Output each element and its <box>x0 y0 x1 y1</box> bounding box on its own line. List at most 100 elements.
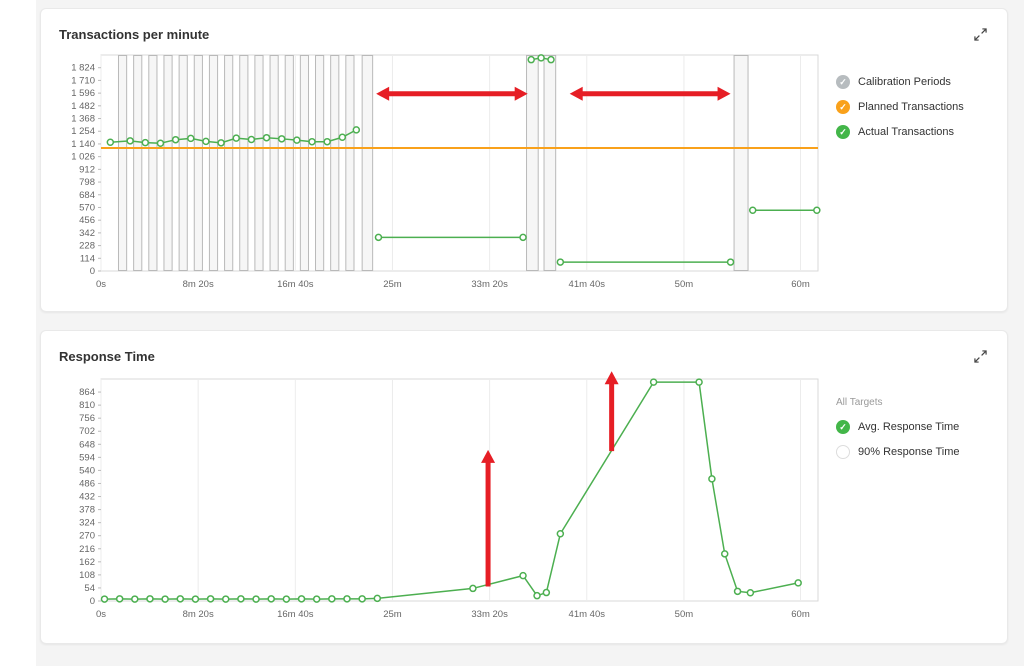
panel-response-time: Response Time 0s 8m 20s 16m 40s 25m 33m 20s 4… <box>40 330 1008 644</box>
data-point-marker <box>733 587 742 596</box>
chart-legend: ✓ Calibration Periods ✓ Planned Transaction… <box>824 47 989 150</box>
data-point-marker <box>171 135 180 144</box>
y-tick-label: 1 140 <box>71 139 95 150</box>
x-tick-label: 33m 20s <box>471 609 508 620</box>
x-tick-label: 41m 40s <box>569 279 606 290</box>
checked-circle-icon: ✓ <box>836 100 850 114</box>
data-point-marker <box>312 595 321 603</box>
legend-item[interactable]: ✓ Calibration Periods <box>836 75 989 89</box>
calibration-period-bar <box>133 55 143 271</box>
panel-body: 0s 8m 20s 16m 40s 25m 33m 20s 41m 40s 50m 60m 0 5… <box>59 369 989 637</box>
y-tick-label: 1 824 <box>71 63 95 74</box>
y-tick-label: 342 <box>79 228 95 239</box>
calibration-period-bar <box>269 55 279 271</box>
calibration-period-bar <box>224 55 234 271</box>
data-point-marker <box>556 258 565 266</box>
data-point-marker <box>247 135 256 144</box>
data-point-marker <box>252 595 260 603</box>
x-tick-label: 8m 20s <box>183 609 214 620</box>
y-tick-label: 648 <box>79 439 95 450</box>
data-point-marker <box>323 137 331 146</box>
y-tick-label: 486 <box>79 478 95 489</box>
y-tick-label: 912 <box>79 164 95 175</box>
calibration-period-bar <box>193 55 203 271</box>
arrowhead-up <box>604 371 619 385</box>
data-point-marker <box>748 206 757 215</box>
y-tick-label: 684 <box>79 190 95 201</box>
data-point-marker <box>267 595 275 603</box>
calibration-period-bar <box>239 55 249 271</box>
data-point-marker <box>469 584 477 593</box>
data-point-marker <box>338 133 347 142</box>
x-tick-label: 50m <box>675 609 694 620</box>
y-tick-label: 1 596 <box>71 88 95 99</box>
x-tick-label: 25m <box>383 279 402 290</box>
y-tick-label: 162 <box>79 557 95 568</box>
dashboard-page: Transactions per minute 0s 8m 20s 16m 40s 2… <box>36 0 1024 666</box>
legend-item[interactable]: 90% Response Time <box>836 445 989 459</box>
x-tick-label: 8m 20s <box>183 279 214 290</box>
data-point-marker <box>527 55 535 64</box>
legend-item[interactable]: ✓ Actual Transactions <box>836 125 989 139</box>
data-point-marker <box>519 233 527 242</box>
y-tick-label: 570 <box>79 202 95 213</box>
y-tick-label: 270 <box>79 531 95 542</box>
panel-title: Response Time <box>59 348 155 364</box>
data-point-marker <box>649 378 658 386</box>
arrowhead-up <box>481 449 496 463</box>
y-tick-label: 228 <box>79 241 95 252</box>
y-tick-label: 540 <box>79 465 95 476</box>
data-point-marker <box>146 595 154 603</box>
y-tick-label: 108 <box>79 570 95 581</box>
legend-item[interactable]: ✓ Avg. Response Time <box>836 420 989 434</box>
legend-item[interactable]: ✓ Planned Transactions <box>836 100 989 114</box>
y-tick-label: 54 <box>84 583 95 594</box>
arrowhead-right <box>717 86 731 101</box>
data-point-marker <box>277 135 286 143</box>
y-tick-label: 378 <box>79 505 95 516</box>
y-tick-label: 756 <box>79 413 95 424</box>
y-tick-label: 114 <box>80 253 95 264</box>
calibration-period-bar <box>315 55 325 271</box>
legend-label: Calibration Periods <box>858 76 951 88</box>
y-tick-label: 864 <box>79 387 95 398</box>
data-point-marker <box>343 595 351 603</box>
x-tick-label: 41m 40s <box>569 609 606 620</box>
data-point-marker <box>308 137 316 146</box>
data-point-marker <box>106 138 115 147</box>
panel-title: Transactions per minute <box>59 26 210 42</box>
x-tick-label: 16m 40s <box>277 609 314 620</box>
response-time-chart: 0s 8m 20s 16m 40s 25m 33m 20s 41m 40s 50m 60m 0 5… <box>79 371 819 620</box>
data-point-marker <box>556 530 565 538</box>
y-tick-label: 1 254 <box>71 126 95 137</box>
calibration-period-bar <box>254 55 264 271</box>
legend-header: All Targets <box>836 397 883 408</box>
data-point-marker <box>542 588 551 597</box>
y-tick-label: 702 <box>79 426 95 437</box>
expand-icon[interactable] <box>972 348 989 365</box>
expand-icon[interactable] <box>972 26 989 43</box>
checked-circle-icon: ✓ <box>836 75 850 89</box>
data-point-marker <box>537 54 545 62</box>
calibration-period-bar <box>543 55 557 271</box>
calibration-period-bar <box>361 55 374 271</box>
data-point-marker <box>695 378 703 386</box>
data-point-marker <box>191 595 200 603</box>
legend-label: Avg. Response Time <box>858 421 960 433</box>
data-point-marker <box>352 126 361 134</box>
y-tick-label: 1 710 <box>71 75 95 86</box>
y-tick-label: 324 <box>79 518 95 529</box>
data-point-marker <box>161 595 169 603</box>
y-tick-label: 0 <box>90 596 95 607</box>
x-tick-label: 60m <box>791 609 810 620</box>
legend-label: Actual Transactions <box>858 126 954 138</box>
data-point-marker <box>237 595 245 603</box>
data-point-marker <box>708 475 716 483</box>
data-point-marker <box>547 55 555 64</box>
data-point-marker <box>217 139 225 147</box>
calibration-period-bar <box>330 55 340 271</box>
x-tick-label: 0s <box>96 609 106 620</box>
y-tick-label: 594 <box>79 452 95 463</box>
data-point-marker <box>202 137 210 146</box>
panel-header: Transactions per minute <box>59 21 989 47</box>
